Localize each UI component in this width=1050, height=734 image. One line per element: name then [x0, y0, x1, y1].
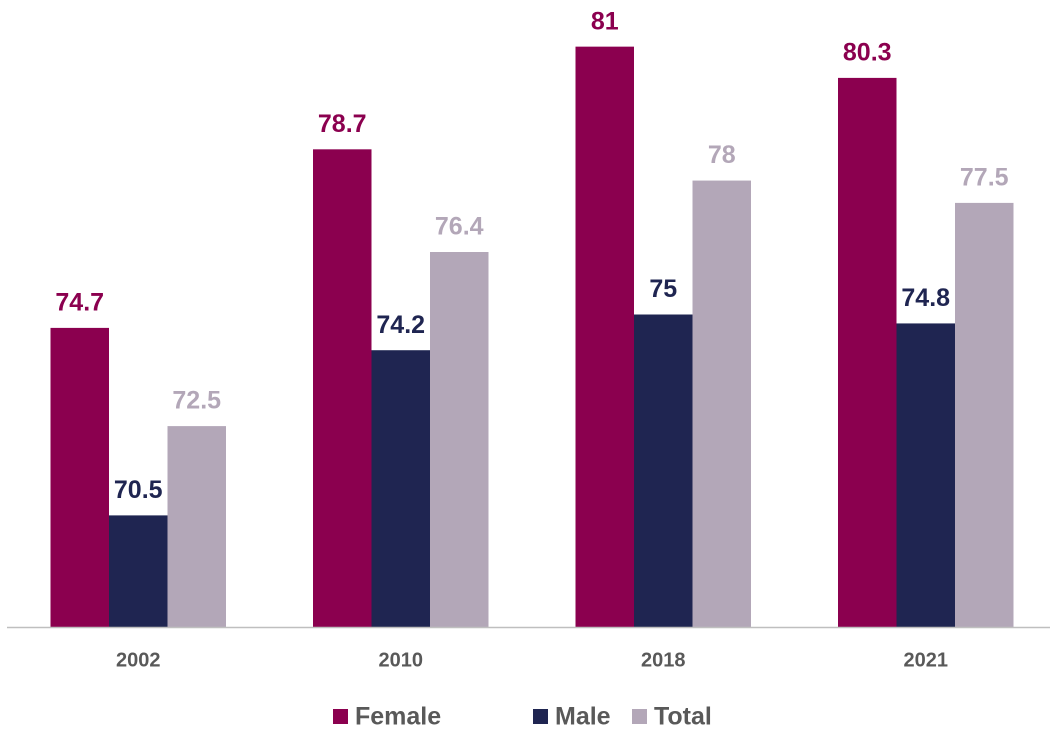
- value-label: 76.4: [435, 213, 484, 241]
- value-label: 74.8: [901, 284, 950, 312]
- bar: [955, 202, 1014, 627]
- bar: [167, 426, 226, 627]
- value-label: 77.5: [960, 164, 1009, 192]
- bar: [430, 252, 489, 627]
- legend-label: Total: [654, 703, 712, 731]
- bar: [692, 180, 751, 628]
- bar: [371, 350, 430, 627]
- bar: [634, 314, 693, 627]
- value-label: 74.2: [376, 311, 425, 339]
- x-tick-label: 2002: [116, 649, 161, 671]
- legend-swatch: [333, 709, 348, 724]
- value-label: 72.5: [172, 387, 221, 415]
- bar: [109, 515, 168, 627]
- value-label: 74.7: [55, 289, 104, 317]
- x-tick-label: 2010: [379, 649, 424, 671]
- value-label: 80.3: [843, 39, 892, 67]
- legend-swatch: [632, 709, 647, 724]
- bar: [575, 46, 634, 627]
- value-label: 78: [708, 141, 736, 169]
- x-tick-label: 2018: [641, 649, 686, 671]
- value-label: 75: [649, 275, 677, 303]
- value-label: 81: [591, 7, 619, 35]
- bar: [896, 323, 955, 627]
- bar: [313, 149, 372, 628]
- legend-label: Male: [555, 703, 611, 731]
- value-label: 70.5: [114, 476, 163, 504]
- legend-label: Female: [355, 703, 441, 731]
- bar: [50, 327, 109, 627]
- x-tick-label: 2021: [904, 649, 949, 671]
- bar: [838, 77, 897, 627]
- legend-swatch: [533, 709, 548, 724]
- value-label: 78.7: [318, 110, 367, 138]
